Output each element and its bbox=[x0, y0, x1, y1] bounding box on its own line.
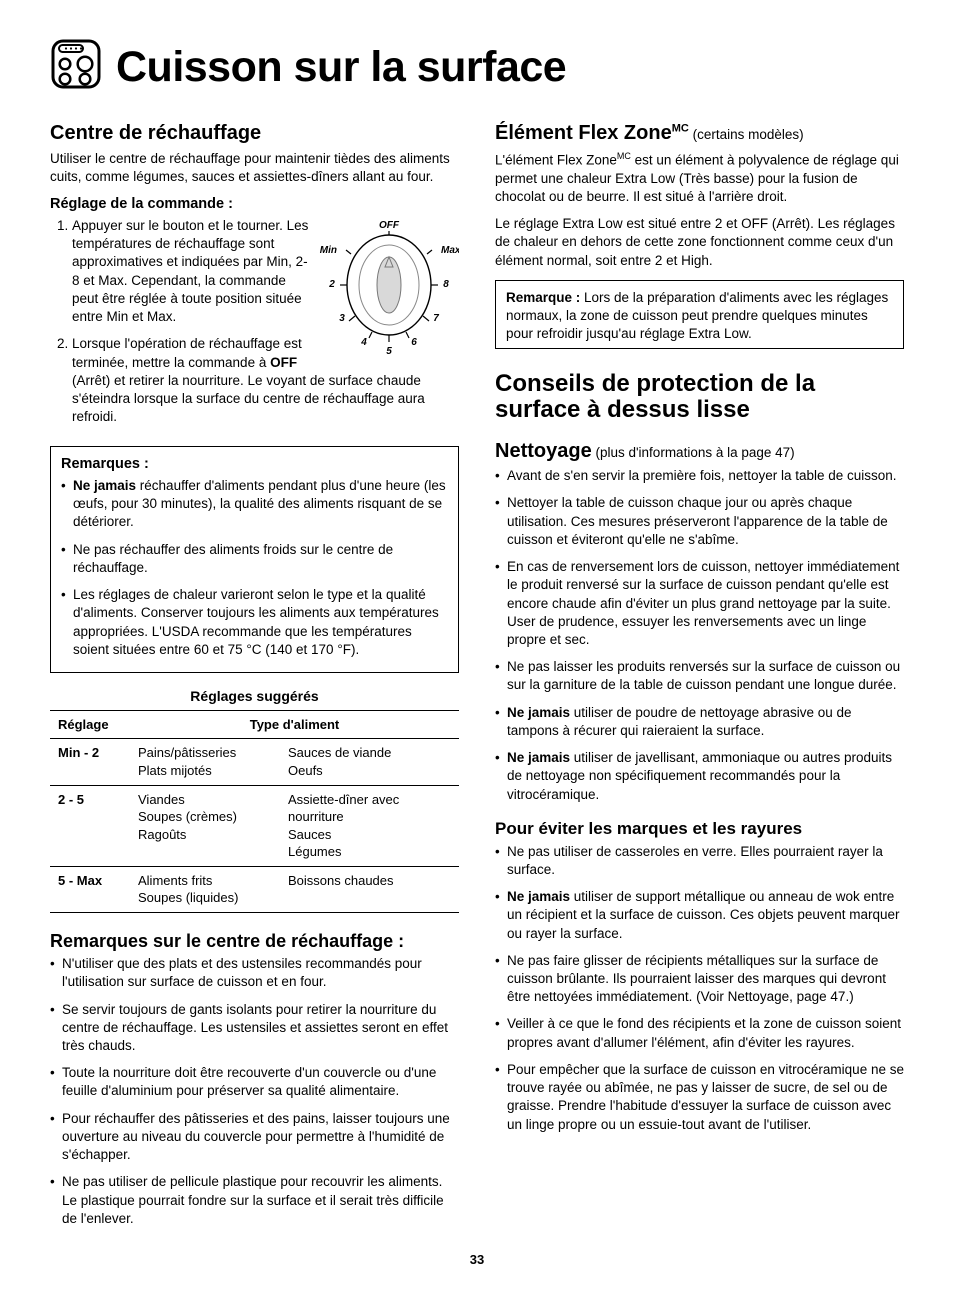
svg-text:Max: Max bbox=[441, 245, 459, 256]
list-item: Nettoyer la table de cuisson chaque jour… bbox=[495, 494, 904, 549]
cell-food: Pains/pâtisseriesPlats mijotés bbox=[130, 739, 280, 785]
list-item: Ne jamais utiliser de support métallique… bbox=[495, 888, 904, 943]
table-caption: Réglages suggérés bbox=[50, 687, 459, 706]
heading-centre: Centre de réchauffage bbox=[50, 120, 459, 147]
cell-setting: 2 - 5 bbox=[50, 785, 130, 866]
svg-text:Min: Min bbox=[320, 245, 337, 256]
suggested-settings-table: Réglage Type d'aliment Min - 2Pains/pâti… bbox=[50, 710, 459, 913]
right-column: Élément Flex ZoneMC (certains modèles) L… bbox=[495, 120, 904, 1237]
cell-food: Boissons chaudes bbox=[280, 866, 459, 912]
list-item: Ne pas utiliser de pellicule plastique p… bbox=[50, 1173, 459, 1228]
list-item: Veiller à ce que le fond des récipients … bbox=[495, 1015, 904, 1051]
page-number: 33 bbox=[50, 1251, 904, 1269]
list-item: N'utiliser que des plats et des ustensil… bbox=[50, 955, 459, 991]
list-item: Ne pas utiliser de casseroles en verre. … bbox=[495, 843, 904, 879]
note-item: Ne jamais réchauffer d'aliments pendant … bbox=[61, 477, 448, 532]
heading-nettoyage: Nettoyage (plus d'informations à la page… bbox=[495, 438, 904, 465]
page-header: Cuisson sur la surface bbox=[50, 38, 904, 96]
centre-intro: Utiliser le centre de réchauffage pour m… bbox=[50, 150, 459, 186]
svg-text:3: 3 bbox=[339, 313, 345, 324]
list-item: Ne jamais utiliser de poudre de nettoyag… bbox=[495, 704, 904, 740]
flex-p1: L'élément Flex ZoneMC est un élément à p… bbox=[495, 150, 904, 206]
cell-food: Assiette-dîner avec nourritureSaucesLégu… bbox=[280, 785, 459, 866]
svg-text:5: 5 bbox=[386, 346, 392, 357]
list-item: Avant de s'en servir la première fois, n… bbox=[495, 467, 904, 485]
heading-remarques-centre: Remarques sur le centre de réchauffage : bbox=[50, 929, 459, 953]
list-item: Pour empêcher que la surface de cuisson … bbox=[495, 1061, 904, 1134]
marques-list: Ne pas utiliser de casseroles en verre. … bbox=[495, 843, 904, 1134]
remarques-header: Remarques : bbox=[61, 455, 448, 475]
list-item: Ne jamais utiliser de javellisant, ammon… bbox=[495, 749, 904, 804]
nettoyage-list: Avant de s'en servir la première fois, n… bbox=[495, 467, 904, 804]
list-item: Ne pas faire glisser de récipients métal… bbox=[495, 952, 904, 1007]
svg-text:8: 8 bbox=[443, 279, 449, 290]
flex-p2: Le réglage Extra Low est situé entre 2 e… bbox=[495, 215, 904, 270]
svg-text:OFF: OFF bbox=[379, 220, 400, 231]
cell-food: Sauces de viandeOeufs bbox=[280, 739, 459, 785]
th-food: Type d'aliment bbox=[130, 710, 459, 739]
list-item: Pour réchauffer des pâtisseries et des p… bbox=[50, 1110, 459, 1165]
heading-reglage-commande: Réglage de la commande : bbox=[50, 195, 459, 215]
list-item: En cas de renversement lors de cuisson, … bbox=[495, 558, 904, 649]
svg-text:7: 7 bbox=[433, 313, 439, 324]
remarques-box: Remarques : Ne jamais réchauffer d'alime… bbox=[50, 446, 459, 673]
heading-flex-zone: Élément Flex ZoneMC (certains modèles) bbox=[495, 120, 904, 147]
svg-text:6: 6 bbox=[411, 337, 417, 348]
dial-figure: OFF Min Max 2 8 3 7 4 6 5 bbox=[319, 217, 459, 362]
list-item: Se servir toujours de gants isolants pou… bbox=[50, 1001, 459, 1056]
remarque-box: Remarque : Lors de la préparation d'alim… bbox=[495, 280, 904, 349]
list-item: Toute la nourriture doit être recouverte… bbox=[50, 1064, 459, 1100]
svg-text:2: 2 bbox=[328, 279, 335, 290]
cell-food: Aliments fritsSoupes (liquides) bbox=[130, 866, 280, 912]
left-column: Centre de réchauffage Utiliser le centre… bbox=[50, 120, 459, 1237]
heading-marques: Pour éviter les marques et les rayures bbox=[495, 818, 904, 841]
svg-text:4: 4 bbox=[360, 337, 367, 348]
note-item: Ne pas réchauffer des aliments froids su… bbox=[61, 541, 448, 577]
stovetop-icon bbox=[50, 38, 102, 95]
cell-setting: Min - 2 bbox=[50, 739, 130, 785]
th-setting: Réglage bbox=[50, 710, 130, 739]
page-title: Cuisson sur la surface bbox=[116, 38, 566, 96]
note-item: Les réglages de chaleur varieront selon … bbox=[61, 586, 448, 659]
cell-food: ViandesSoupes (crèmes)Ragoûts bbox=[130, 785, 280, 866]
heading-conseils: Conseils de protection de la surface à d… bbox=[495, 371, 904, 425]
list-item: Ne pas laisser les produits renversés su… bbox=[495, 658, 904, 694]
cell-setting: 5 - Max bbox=[50, 866, 130, 912]
remarques-centre-list: N'utiliser que des plats et des ustensil… bbox=[50, 955, 459, 1228]
